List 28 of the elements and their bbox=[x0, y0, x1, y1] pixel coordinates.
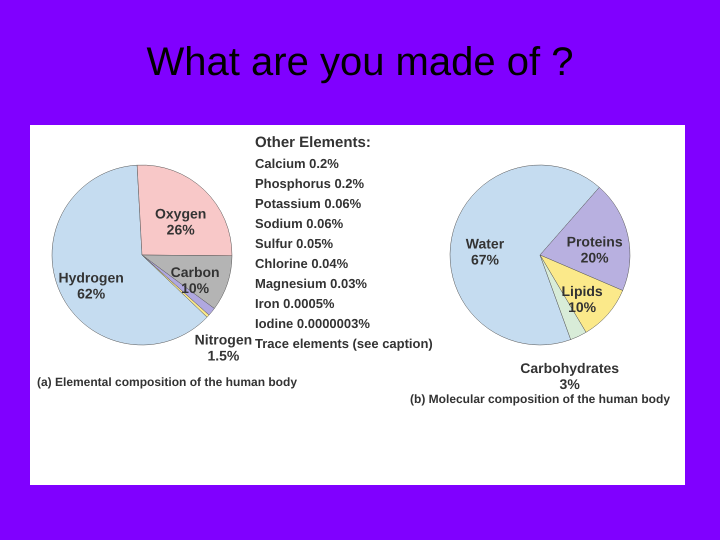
text: Sulfur 0.05% bbox=[255, 236, 334, 251]
slice-label: Hydrogen bbox=[58, 269, 124, 286]
data-label: 20% bbox=[580, 250, 610, 266]
slice-label: Oxygen bbox=[154, 206, 206, 222]
data-label: 1.5% bbox=[207, 347, 240, 364]
text: Other Elements: bbox=[255, 134, 371, 151]
data-label: 67% bbox=[470, 252, 500, 268]
text: Sodium 0.06% bbox=[255, 216, 344, 231]
text: (b) Molecular composition of the human body bbox=[410, 392, 670, 406]
data-label: 26% bbox=[166, 222, 196, 238]
slice-label: Lipids bbox=[561, 282, 603, 299]
text: (a) Elemental composition of the human body bbox=[37, 375, 298, 389]
slice-label: Proteins bbox=[566, 234, 623, 250]
data-label: 62% bbox=[77, 285, 106, 302]
slice-label: Carbohydrates bbox=[520, 360, 620, 376]
text: What are you made of ? bbox=[146, 40, 574, 85]
text: Iodine 0.0000003% bbox=[255, 316, 370, 331]
text: Potassium 0.06% bbox=[255, 196, 362, 211]
text: Phosphorus 0.2% bbox=[255, 176, 365, 191]
text: Calcium 0.2% bbox=[255, 156, 340, 171]
text: Chlorine 0.04% bbox=[255, 256, 349, 271]
slice-label: Nitrogen bbox=[194, 331, 252, 348]
text: Trace elements (see caption) bbox=[255, 336, 433, 351]
slice-label: Water bbox=[466, 236, 505, 252]
data-label: 3% bbox=[560, 376, 580, 392]
text: Magnesium 0.03% bbox=[255, 276, 368, 291]
text: Iron 0.0005% bbox=[255, 296, 335, 311]
slice-label: Carbon bbox=[170, 264, 220, 280]
